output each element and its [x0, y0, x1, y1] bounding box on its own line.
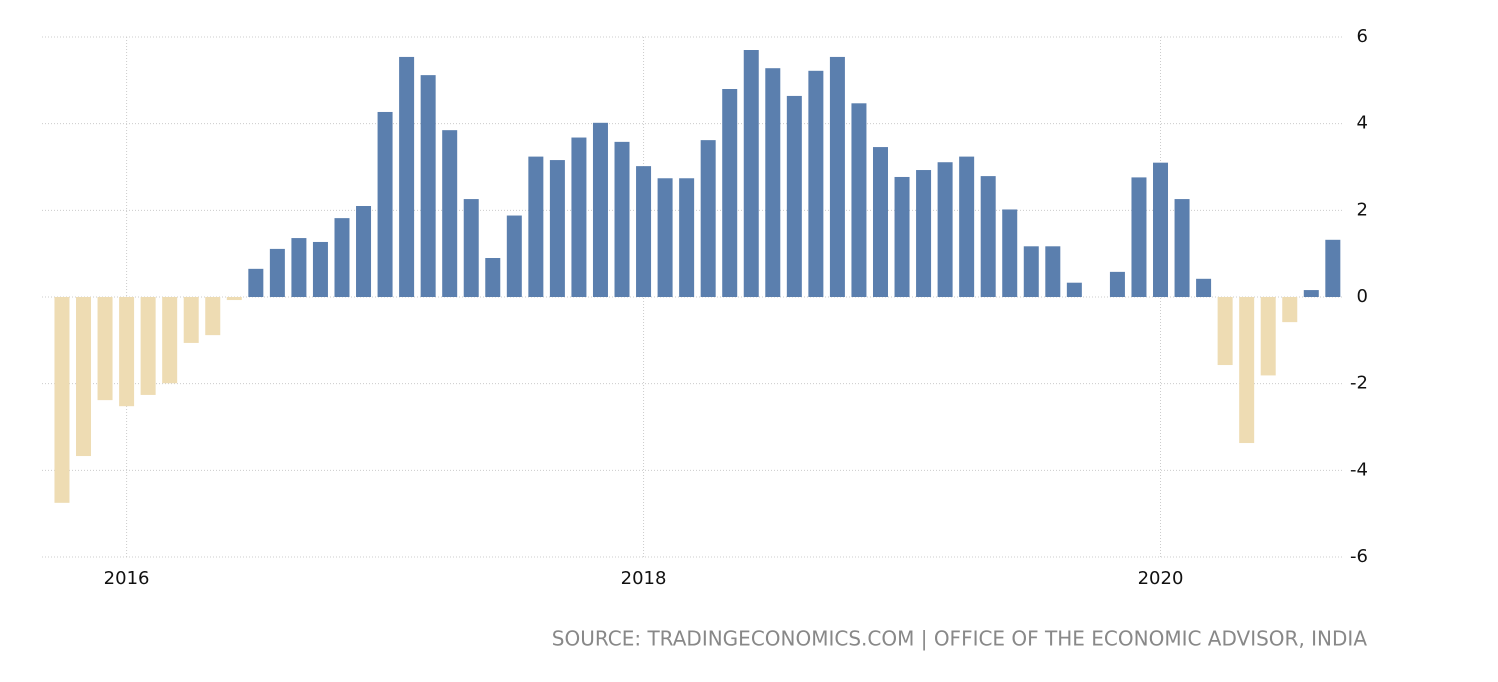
bar — [1153, 162, 1169, 297]
bar — [1045, 246, 1061, 297]
bar — [140, 297, 156, 395]
bar — [1109, 271, 1125, 297]
bar — [786, 95, 802, 297]
bar — [334, 218, 350, 297]
bar — [1282, 297, 1298, 323]
y-tick-label: 6 — [1357, 26, 1368, 47]
bar — [1260, 297, 1276, 376]
bar — [743, 50, 759, 297]
bar — [571, 137, 587, 297]
bar — [76, 297, 92, 457]
bar — [377, 111, 393, 297]
bar — [1217, 297, 1233, 366]
bar — [657, 178, 673, 297]
bar — [119, 297, 135, 407]
bar — [485, 258, 501, 297]
bar — [1174, 199, 1190, 297]
bar — [162, 297, 178, 384]
bar — [679, 178, 695, 297]
bar — [808, 70, 824, 297]
bar — [54, 297, 70, 503]
bar — [506, 215, 522, 297]
x-tick-label: 2020 — [1138, 568, 1184, 589]
bar — [549, 160, 565, 297]
bar — [183, 297, 199, 343]
bar — [959, 156, 975, 297]
bar — [700, 140, 716, 297]
bar — [592, 122, 608, 297]
bar — [356, 206, 372, 297]
y-tick-label: -6 — [1350, 546, 1368, 567]
bar — [97, 297, 113, 401]
y-tick-label: -2 — [1350, 373, 1368, 394]
source: SOURCE: TRADINGECONOMICS.COM | OFFICE OF… — [552, 627, 1368, 651]
x-tick-label: 2018 — [621, 568, 667, 589]
bar — [916, 170, 932, 297]
bar — [420, 75, 436, 297]
bar — [1002, 209, 1018, 297]
bar — [248, 268, 264, 297]
y-tick-label: 0 — [1357, 286, 1368, 307]
bar — [269, 248, 285, 297]
y-tick-label: -4 — [1350, 459, 1368, 480]
bar — [1131, 177, 1147, 297]
bar — [980, 176, 996, 297]
bar — [851, 103, 867, 297]
bar — [528, 156, 544, 297]
bar — [614, 141, 630, 297]
bar — [1303, 290, 1319, 297]
bar — [765, 68, 781, 297]
y-tick-label: 2 — [1357, 199, 1368, 220]
bar — [291, 238, 307, 297]
bar — [1196, 278, 1212, 297]
bar — [894, 176, 910, 297]
bar — [1325, 239, 1341, 297]
bar — [463, 199, 479, 297]
bar — [636, 166, 652, 297]
bar — [205, 297, 221, 336]
bar — [399, 56, 415, 297]
bar — [829, 56, 845, 297]
bar — [1066, 282, 1082, 297]
bar — [442, 130, 458, 297]
bar — [312, 241, 328, 297]
bar — [226, 297, 242, 301]
bar — [1239, 297, 1255, 444]
x-tick-label: 2016 — [104, 568, 150, 589]
bar — [872, 147, 888, 297]
bar — [722, 89, 738, 297]
bar — [937, 162, 953, 297]
bar — [1023, 246, 1039, 297]
y-tick-label: 4 — [1357, 113, 1368, 134]
